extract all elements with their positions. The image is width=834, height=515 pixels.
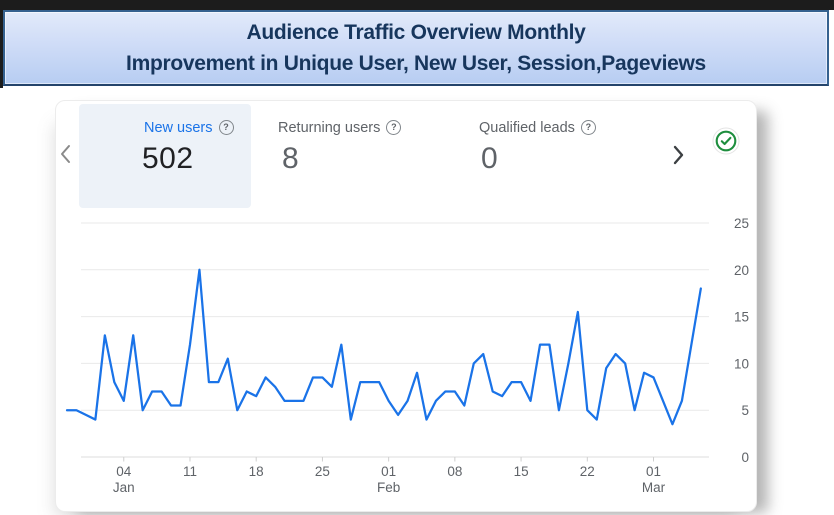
scorecard-prev-button[interactable]: [58, 143, 74, 165]
svg-text:0: 0: [741, 450, 749, 465]
banner-line-1: Audience Traffic Overview Monthly: [246, 21, 586, 44]
svg-text:01: 01: [381, 464, 396, 479]
title-banner: Audience Traffic Overview Monthly Improv…: [3, 10, 829, 86]
data-quality-badge[interactable]: [712, 127, 740, 155]
chevron-left-icon: [61, 145, 70, 163]
svg-text:15: 15: [514, 464, 529, 479]
left-black-strip: [0, 10, 3, 88]
svg-text:Jan: Jan: [113, 480, 135, 495]
svg-text:Feb: Feb: [377, 480, 400, 495]
svg-text:04: 04: [116, 464, 132, 479]
analytics-card: New users ? 502 Returning users ? 8 Qual…: [55, 100, 757, 512]
scorecard-value-returning-users: 8: [282, 142, 300, 175]
scorecard-value-new-users: 502: [142, 142, 194, 175]
svg-text:Mar: Mar: [642, 480, 666, 495]
check-circle-icon: [712, 127, 740, 155]
svg-text:20: 20: [734, 263, 749, 278]
banner-line-2: Improvement in Unique User, New User, Se…: [126, 52, 706, 75]
scorecard-label-new-users: New users ?: [144, 119, 234, 136]
chevron-right-icon: [673, 145, 684, 165]
svg-text:25: 25: [734, 216, 749, 231]
top-black-bar: [0, 0, 834, 10]
help-icon[interactable]: ?: [386, 119, 402, 135]
svg-text:01: 01: [646, 464, 661, 479]
help-icon[interactable]: ?: [218, 119, 234, 135]
svg-text:08: 08: [447, 464, 462, 479]
scorecard-value-qualified-leads: 0: [481, 142, 499, 175]
help-icon[interactable]: ?: [580, 119, 596, 135]
svg-text:15: 15: [734, 310, 749, 325]
scorecard-next-button[interactable]: [670, 145, 686, 165]
svg-text:10: 10: [734, 356, 749, 371]
svg-text:22: 22: [580, 464, 595, 479]
scorecard-label-qualified-leads[interactable]: Qualified leads ?: [479, 119, 596, 136]
svg-text:5: 5: [741, 403, 749, 418]
svg-text:18: 18: [249, 464, 264, 479]
scorecard-label-returning-users[interactable]: Returning users ?: [278, 119, 402, 136]
svg-text:25: 25: [315, 464, 330, 479]
svg-text:11: 11: [183, 464, 197, 479]
